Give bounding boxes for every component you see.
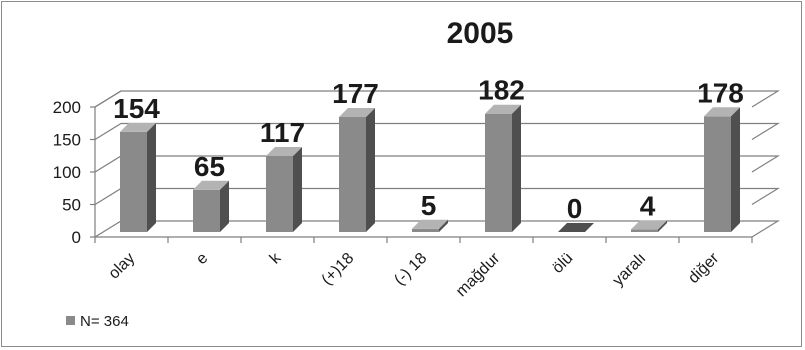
x-category-label-3: (+)18 xyxy=(319,250,358,289)
gridline-0 xyxy=(94,220,781,238)
bar-top-3 xyxy=(339,107,375,117)
data-label-8: 178 xyxy=(697,77,744,108)
data-labels: 154 65 117 177 5 182 0 4 178 xyxy=(113,75,744,224)
bar-7 xyxy=(631,220,667,232)
axes xyxy=(90,90,753,243)
x-category-label-1: e xyxy=(193,250,211,268)
y-tick-labels: 0 50 100 150 200 xyxy=(53,98,81,247)
bar-side-1 xyxy=(220,180,229,232)
bar-8 xyxy=(704,107,740,232)
bar-side-8 xyxy=(731,107,740,232)
bar-top-6 xyxy=(558,223,594,232)
bar-top-1 xyxy=(193,180,229,190)
bar-side-4 xyxy=(439,219,448,232)
x-category-label-2: k xyxy=(267,249,285,267)
legend-swatch xyxy=(66,316,75,325)
y-tick-label-3: 150 xyxy=(53,131,81,150)
data-label-5: 182 xyxy=(478,75,525,106)
bar-top-8 xyxy=(704,107,740,117)
bar-side-3 xyxy=(366,107,375,232)
bar-front-7 xyxy=(631,229,658,232)
data-label-0: 154 xyxy=(113,93,160,124)
bar-3 xyxy=(339,107,375,232)
x-category-label-5: mağdur xyxy=(453,249,504,300)
x-category-label-6: ölü xyxy=(549,250,576,277)
bar-side-2 xyxy=(293,146,302,232)
x-category-label-4: (-) 18 xyxy=(391,250,430,289)
bar-top-4 xyxy=(412,219,448,229)
bar-front-4 xyxy=(412,228,439,232)
bar-2 xyxy=(266,146,302,232)
bar-front-2 xyxy=(266,155,293,232)
bar-4 xyxy=(412,219,448,232)
bars xyxy=(120,104,740,232)
bar-1 xyxy=(193,180,229,232)
bar-side-7 xyxy=(658,220,667,232)
bar-0 xyxy=(120,122,156,232)
bar-side-0 xyxy=(147,122,156,232)
x-category-label-7: yaralı xyxy=(610,250,650,290)
gridline-4 xyxy=(94,90,781,108)
bar-front-1 xyxy=(193,189,220,232)
bar-side-5 xyxy=(512,104,521,232)
chart-title: 2005 xyxy=(447,17,514,50)
bar-6 xyxy=(558,223,594,232)
x-category-labels: olay e k (+)18 (-) 18 mağdur ölü yaralı diğer xyxy=(106,249,723,300)
data-label-2: 117 xyxy=(260,117,305,148)
bar-top-5 xyxy=(485,104,521,114)
bar-front-8 xyxy=(704,116,731,232)
bar-top-0 xyxy=(120,122,156,132)
x-category-label-0: olay xyxy=(106,250,139,283)
legend-label: N= 364 xyxy=(80,313,129,330)
gridline-2 xyxy=(94,155,781,173)
y-tick-label-4: 200 xyxy=(53,98,81,117)
legend: N= 364 xyxy=(66,313,129,330)
x-category-label-8: diğer xyxy=(685,249,723,287)
data-label-1: 65 xyxy=(194,151,225,182)
bar-front-5 xyxy=(485,113,512,232)
data-label-6: 0 xyxy=(567,193,583,224)
y-tick-label-1: 50 xyxy=(62,196,81,215)
y-tick-label-0: 0 xyxy=(72,228,81,247)
bar-5 xyxy=(485,104,521,232)
data-label-4: 5 xyxy=(421,190,437,221)
data-label-7: 4 xyxy=(640,190,656,221)
bar-top-7 xyxy=(631,220,667,230)
y-axis-top-edge xyxy=(94,90,122,108)
gridline-3 xyxy=(94,122,781,141)
bar-front-0 xyxy=(120,131,147,232)
y-tick-label-2: 100 xyxy=(53,163,81,182)
bar-front-3 xyxy=(339,116,366,232)
bar-top-2 xyxy=(266,146,302,156)
gridline-1 xyxy=(94,187,781,206)
data-label-3: 177 xyxy=(332,78,379,109)
